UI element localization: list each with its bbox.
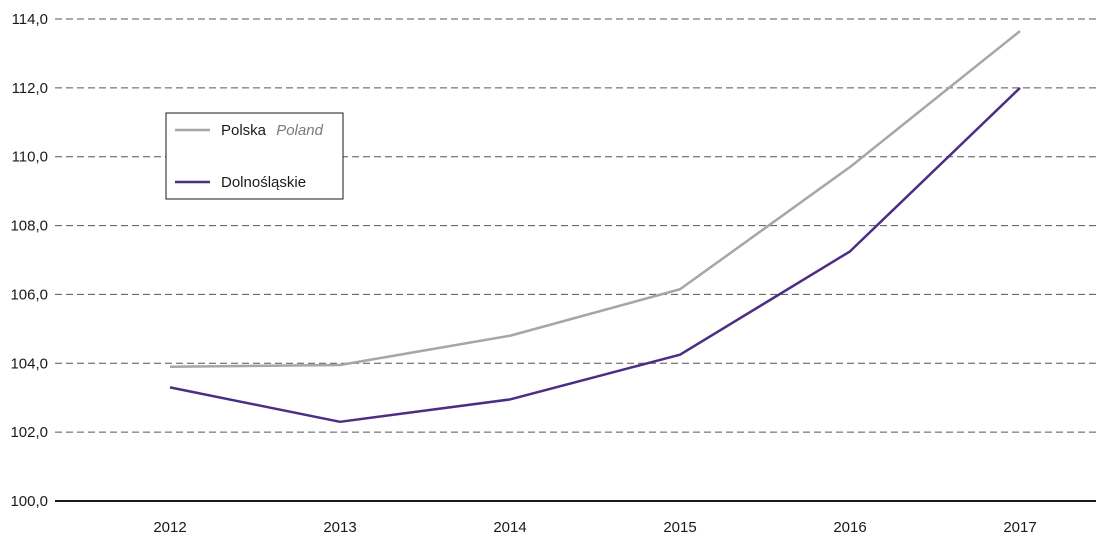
series-line-polska <box>169 30 1021 368</box>
y-tick-label: 110,0 <box>12 149 48 166</box>
legend-label-dolnoslaskie: Dolnośląskie <box>221 174 306 191</box>
y-tick-label: 108,0 <box>10 218 48 235</box>
y-axis-ticks: 100,0 102,0 104,0 106,0 108,0 110,0 112,0 114,0 <box>10 11 48 510</box>
y-tick-label: 102,0 <box>10 424 48 441</box>
y-tick-label: 112,0 <box>12 80 48 97</box>
legend-entry-polska: Polska Poland <box>221 122 324 139</box>
legend-label-poland: Poland <box>276 122 323 139</box>
legend: Polska Poland Dolnośląskie <box>165 112 344 200</box>
x-tick-label: 2016 <box>833 519 866 536</box>
gridlines <box>55 18 1096 433</box>
y-tick-label: 100,0 <box>10 493 48 510</box>
x-tick-label: 2017 <box>1003 519 1036 536</box>
x-tick-label: 2014 <box>493 519 526 536</box>
legend-label-polska: Polska <box>221 122 267 139</box>
series-line-dolnoslaskie <box>169 86 1021 424</box>
y-tick-label: 114,0 <box>12 11 48 28</box>
x-tick-label: 2015 <box>663 519 696 536</box>
x-tick-label: 2013 <box>323 519 356 536</box>
legend-box <box>165 112 344 200</box>
series-lines <box>169 30 1021 424</box>
x-tick-label: 2012 <box>153 519 186 536</box>
x-axis-ticks: 2012 2013 2014 2015 2016 2017 <box>153 519 1036 536</box>
y-tick-label: 104,0 <box>10 355 48 372</box>
y-tick-label: 106,0 <box>10 286 48 303</box>
